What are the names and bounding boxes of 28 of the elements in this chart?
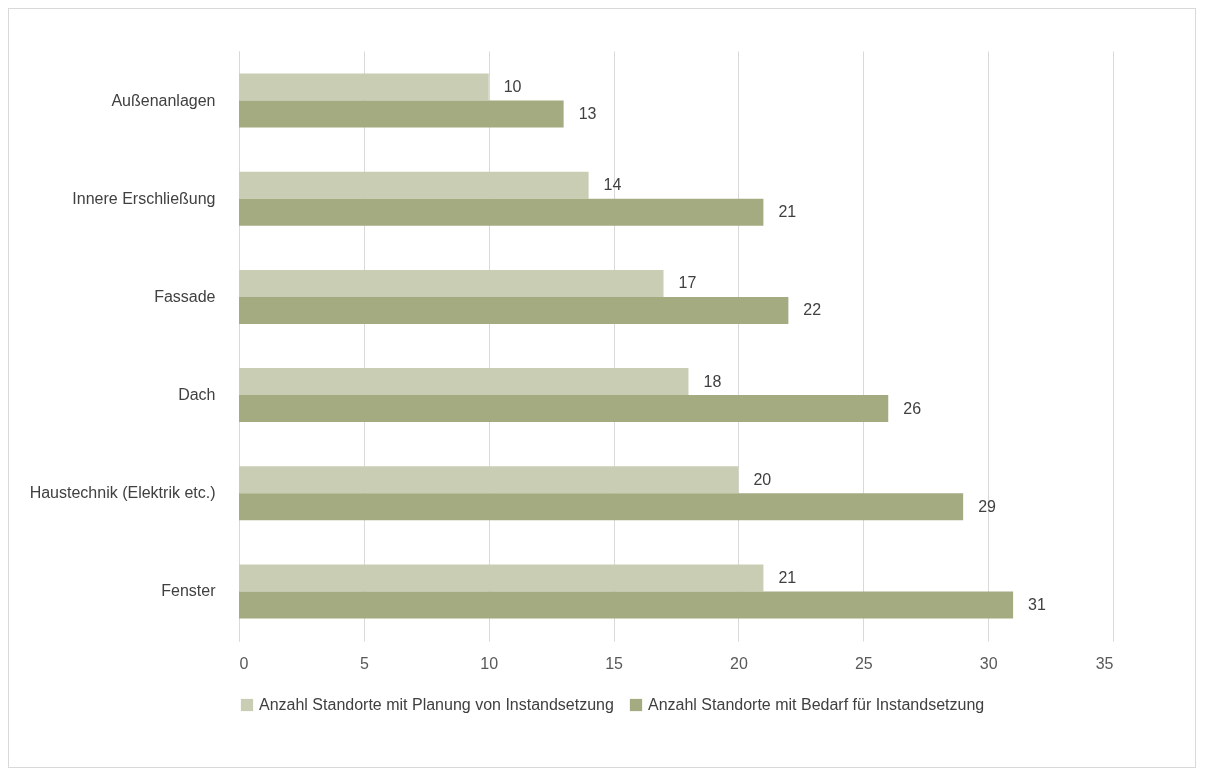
y-tick-label: Haustechnik (Elektrik etc.) (29, 484, 216, 502)
data-label: 22 (803, 301, 822, 319)
legend-label: Anzahl Standorte mit Planung von Instandsetzung (259, 696, 614, 713)
y-tick-label: Fenster (161, 582, 217, 600)
data-label: 21 (778, 568, 797, 586)
data-label: 31 (1028, 595, 1047, 613)
y-tick-label: Außenanlagen (111, 91, 216, 109)
data-label: 26 (903, 399, 922, 417)
y-tick-label: Dach (178, 386, 216, 404)
data-label: 14 (603, 176, 622, 194)
x-tick-label: 15 (605, 654, 624, 672)
data-label: 17 (678, 274, 697, 292)
data-label: 18 (703, 372, 722, 390)
data-label: 29 (978, 497, 997, 515)
data-label: 21 (778, 203, 797, 221)
y-tick-label: Fassade (154, 287, 216, 305)
x-tick-label: 0 (239, 654, 249, 672)
x-tick-label: 35 (1095, 654, 1114, 672)
legend-label: Anzahl Standorte mit Bedarf für Instandsetzung (648, 696, 985, 713)
x-tick-label: 5 (359, 654, 369, 672)
x-tick-label: 10 (480, 654, 499, 672)
y-tick-label: Innere Erschließung (72, 189, 216, 207)
data-label: 10 (503, 78, 522, 96)
x-tick-label: 20 (730, 654, 748, 672)
data-label: 20 (753, 470, 772, 488)
data-label: 13 (578, 105, 597, 123)
x-tick-label: 25 (854, 654, 873, 672)
x-tick-label: 30 (979, 654, 998, 672)
